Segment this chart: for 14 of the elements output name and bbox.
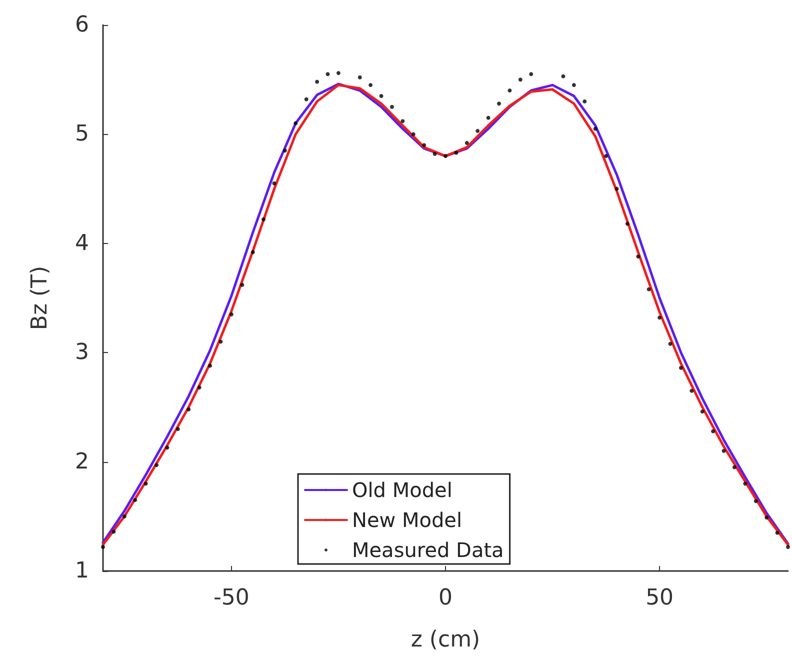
x-tick-label: 50 (646, 586, 674, 610)
y-tick-label: 2 (75, 449, 89, 474)
legend-label: New Model (352, 508, 462, 532)
y-tick-label: 4 (75, 230, 89, 256)
y-tick-label: 5 (75, 122, 89, 147)
y-tick-label: 6 (75, 12, 89, 38)
legend-label: Measured Data (352, 538, 504, 562)
x-axis-title: z (cm) (410, 628, 480, 652)
legend-label: Old Model (352, 478, 452, 502)
y-tick-label: 1 (75, 558, 89, 584)
y-axis-title: Bz (T) (28, 266, 52, 330)
x-tick-label: -50 (213, 586, 250, 610)
y-tick-label: 3 (75, 340, 89, 366)
x-tick-label: 0 (438, 586, 452, 610)
